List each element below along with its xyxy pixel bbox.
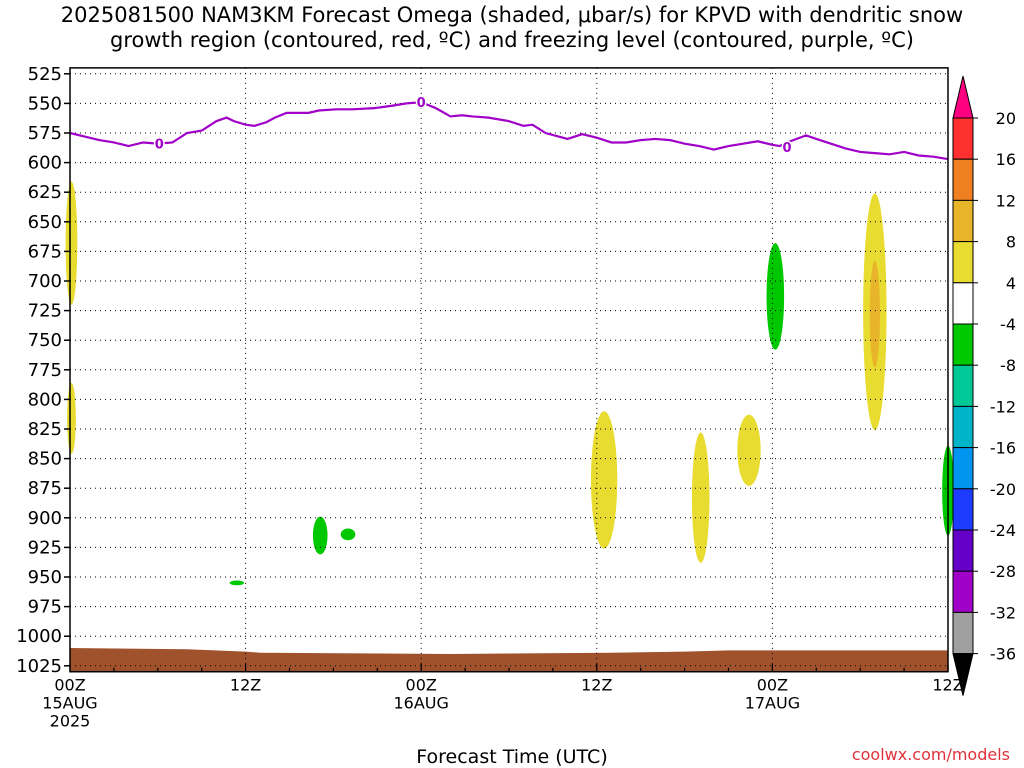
colorbar-label-13: -36 [990,645,1016,664]
y-tick-label-950: 950 [28,567,62,588]
plot-background [70,67,948,672]
y-tick-label-900: 900 [28,508,62,529]
omega-region-7 [766,243,785,350]
y-tick-label-825: 825 [28,419,62,440]
y-tick-label-775: 775 [28,360,62,381]
colorbar-box-4 [952,241,974,284]
y-tick-label-1000: 1000 [16,626,62,647]
omega-region-2 [590,411,618,549]
colorbar-box-5 [952,282,974,325]
freezing-level-contour: 0 0 0 [69,95,949,161]
colorbar-label-0: 20 [996,109,1016,128]
omega-region-8 [312,516,328,555]
terrain-fill [70,648,948,672]
colorbar-label-8: -16 [990,439,1016,458]
omega-region-3 [691,432,710,563]
colorbar-box-1 [952,117,974,160]
omega-region-9 [340,528,356,541]
y-tick-label-800: 800 [28,389,62,410]
colorbar-label-1: 16 [996,150,1016,169]
freezing-level-label-2: 0 [783,141,792,156]
colorbar-label-9: -20 [990,480,1016,499]
colorbar: 20 16 12 8 4 -4 -8 -12 -16 -20 -24 -28 -32 -36 [952,75,1016,696]
colorbar-box-7 [952,364,974,407]
chart-title: 2025081500 NAM3KM Forecast Omega (shaded… [0,3,1024,53]
y-tick-label-925: 925 [28,537,62,558]
y-tick-label-625: 625 [28,182,62,203]
y-tick-label-525: 525 [28,64,62,85]
y-tick-label-850: 850 [28,449,62,470]
omega-region-4 [737,414,761,486]
omega-shading [65,67,954,672]
site-credit: coolwx.com/models [851,745,1010,764]
colorbar-label-6: -8 [1000,356,1016,375]
x-tick-date-24: 16AUG [393,694,448,713]
x-tick-date-48: 17AUG [745,694,800,713]
colorbar-bottom-arrow [952,653,974,696]
y-tick-label-700: 700 [28,271,62,292]
y-tick-label-1025: 1025 [16,656,62,677]
x-tick-label-24: 00Z [406,676,437,695]
x-tick-label-60: 12Z [932,676,963,695]
chart-title-line-2: growth region (contoured, red, ºC) and f… [110,28,914,52]
y-tick-label-750: 750 [28,330,62,351]
freezing-level-label-1: 0 [417,96,426,111]
colorbar-box-8 [952,405,974,449]
x-tick-label-36: 12Z [581,676,612,695]
colorbar-label-11: -28 [990,562,1016,581]
x-tick-label-0: 00Z [54,676,85,695]
x-tick-label-12: 12Z [230,676,261,695]
y-tick-label-600: 600 [28,153,62,174]
colorbar-label-7: -12 [990,397,1016,416]
y-tick-label-725: 725 [28,301,62,322]
grid-lines [70,67,948,672]
omega-region-0 [65,181,78,305]
y-tick-label-875: 875 [28,478,62,499]
omega-region-1 [67,382,76,454]
x-tick-year-0: 2025 [50,712,91,731]
axes: 525 550 575 600 625 650 675 700 725 750 775 800 825 8… [16,64,964,731]
y-tick-label-575: 575 [28,123,62,144]
colorbar-box-2 [952,158,974,201]
x-tick-label-48: 00Z [757,676,788,695]
colorbar-box-9 [952,447,974,490]
freezing-level-line [69,101,949,161]
y-tick-label-675: 675 [28,241,62,262]
colorbar-top-arrow [952,75,974,119]
colorbar-label-12: -32 [990,603,1016,622]
colorbar-box-11 [952,529,974,572]
colorbar-box-10 [952,488,974,531]
colorbar-label-3: 8 [1006,233,1016,252]
freezing-level-label-0: 0 [155,138,164,153]
omega-region-6 [869,260,880,368]
colorbar-box-3 [952,199,974,243]
colorbar-box-13 [952,611,974,655]
y-tick-label-650: 650 [28,212,62,233]
colorbar-box-6 [952,323,974,366]
colorbar-box-12 [952,570,974,613]
x-axis-title: Forecast Time (UTC) [416,746,608,768]
colorbar-label-10: -24 [990,521,1016,540]
terrain-surface [70,648,948,672]
colorbar-label-2: 12 [996,191,1016,210]
y-tick-label-975: 975 [28,597,62,618]
y-tick-label-550: 550 [28,93,62,114]
omega-region-10 [229,580,245,586]
chart-title-line-1: 2025081500 NAM3KM Forecast Omega (shaded… [60,3,964,27]
colorbar-label-4: 4 [1006,274,1016,293]
x-tick-date-0: 15AUG [42,694,97,713]
colorbar-label-5: -4 [1000,315,1016,334]
